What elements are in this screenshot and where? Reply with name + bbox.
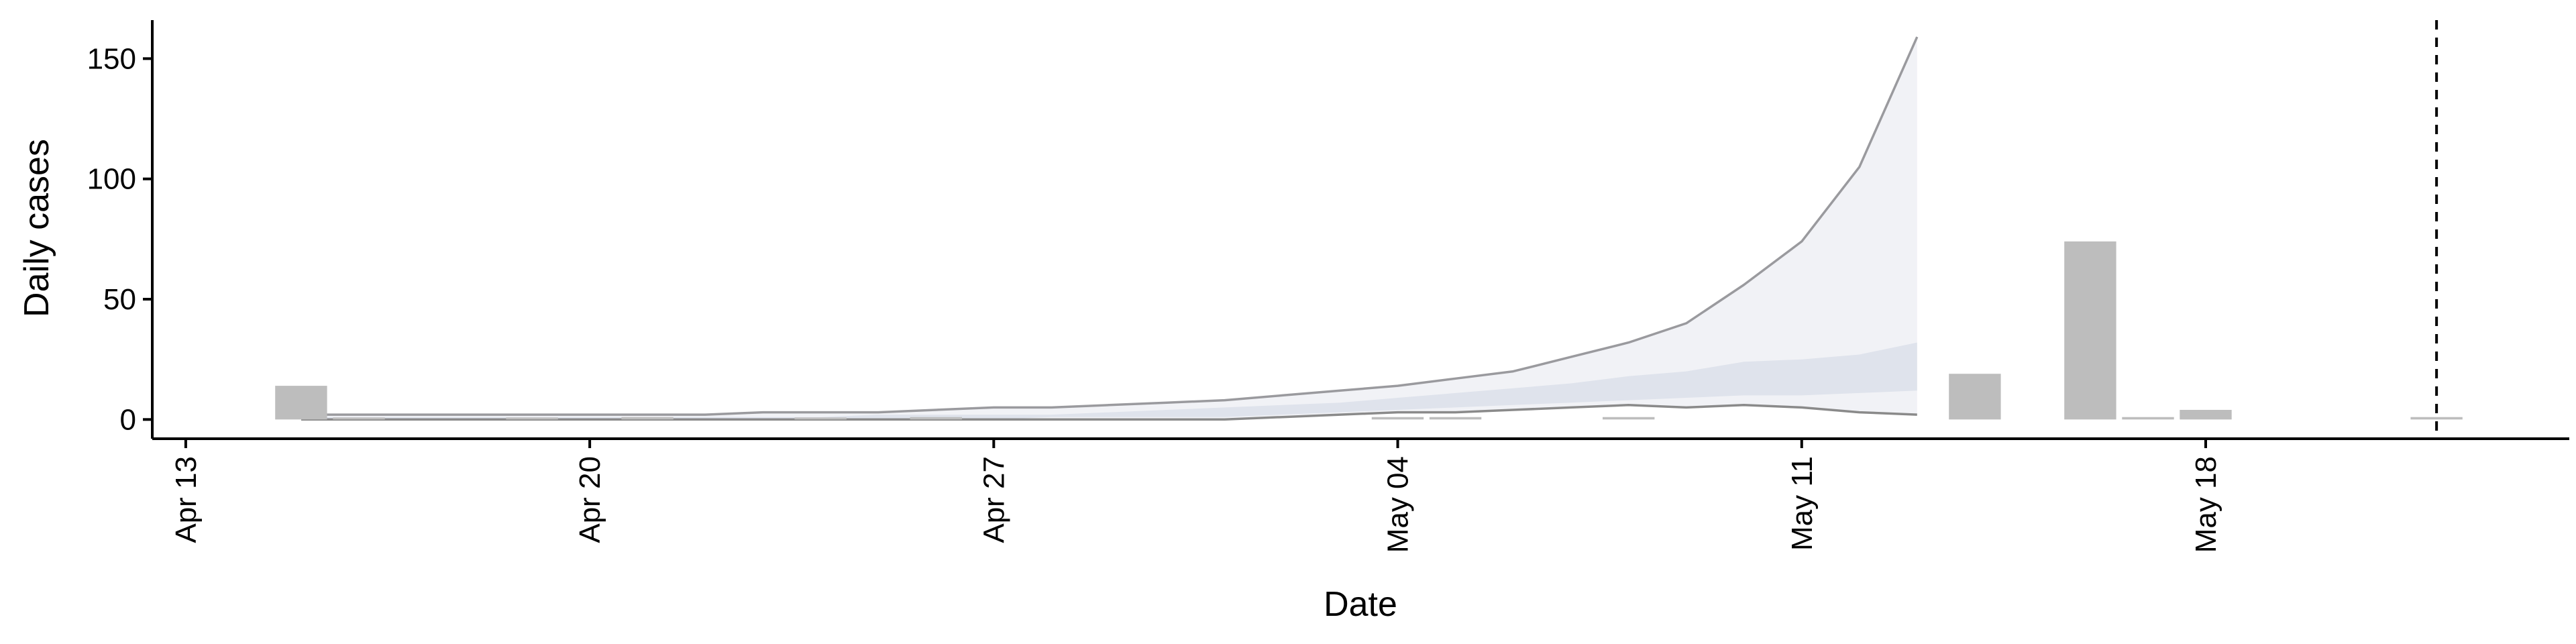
forecast-band-outer <box>301 37 1917 420</box>
y-tick-label: 0 <box>120 403 136 436</box>
bar <box>275 386 327 420</box>
bar <box>1949 374 2001 420</box>
y-tick-label: 100 <box>87 163 136 196</box>
bar <box>794 417 847 420</box>
x-tick-label: May 11 <box>1786 456 1819 551</box>
bar <box>506 417 558 420</box>
bar <box>2122 417 2174 420</box>
forecast-band-inner <box>301 342 1917 420</box>
bar <box>2180 410 2232 420</box>
x-tick-label: May 04 <box>1382 456 1415 553</box>
x-tick-label: Apr 27 <box>977 456 1010 543</box>
x-axis-title: Date <box>1324 585 1397 624</box>
bar <box>2064 241 2116 420</box>
y-ticks: 0 50 100 150 <box>87 42 152 436</box>
bar <box>1603 417 1655 420</box>
bar <box>1429 417 1482 420</box>
bar <box>2410 417 2463 420</box>
x-tick-label: Apr 20 <box>574 456 606 543</box>
y-tick-label: 50 <box>103 283 136 316</box>
axes <box>151 20 2569 440</box>
bar <box>621 417 674 420</box>
forecast-upper-line <box>301 36 1919 416</box>
y-tick-label: 150 <box>87 42 136 75</box>
x-tick-label: Apr 13 <box>170 456 203 543</box>
bar <box>333 417 385 420</box>
x-tick-label: May 18 <box>2190 456 2222 553</box>
x-ticks: Apr 13 Apr 20 Apr 27 May 04 May 11 May 18 <box>170 439 2222 553</box>
bar <box>1371 417 1424 420</box>
forecast-bands <box>301 36 1919 421</box>
forecast-lower-line <box>301 404 1917 421</box>
bar <box>910 417 962 420</box>
y-axis-title: Daily cases <box>17 139 56 317</box>
bars <box>275 241 2463 420</box>
